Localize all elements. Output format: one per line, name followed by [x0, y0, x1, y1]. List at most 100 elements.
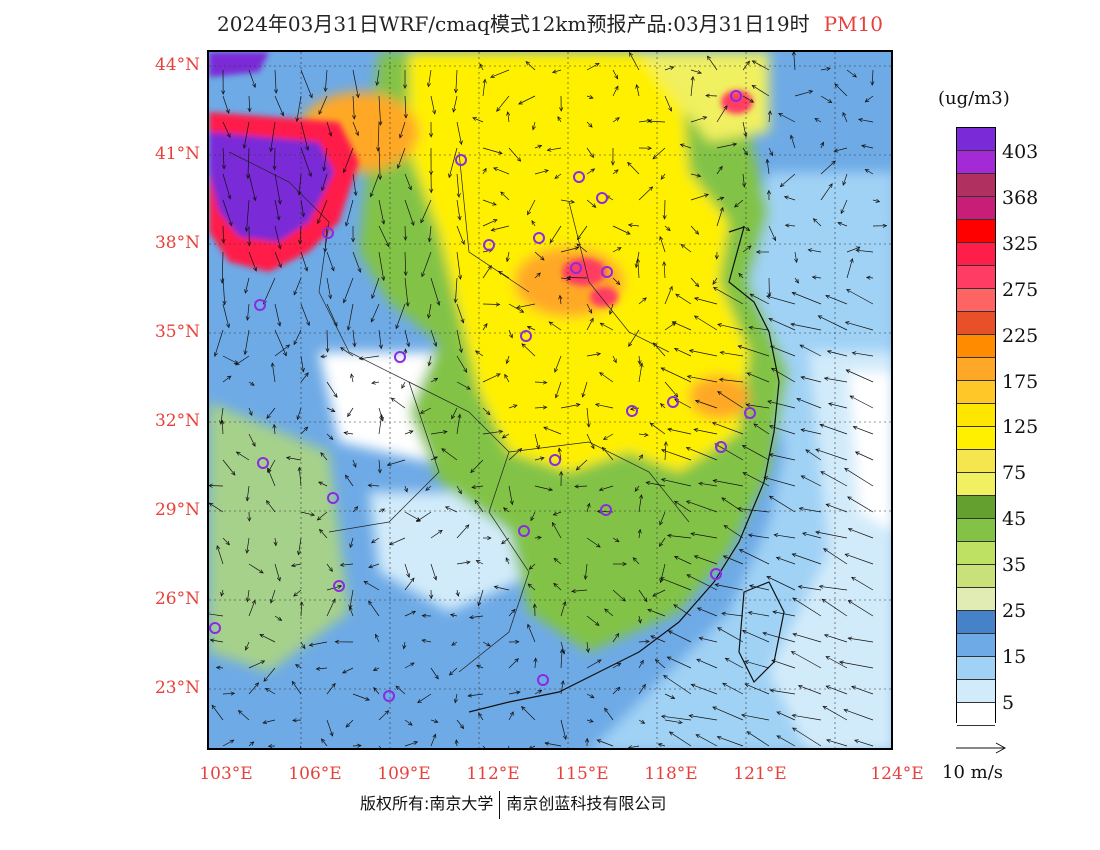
wind-vector	[482, 303, 500, 305]
wind-vector	[659, 511, 666, 526]
wind-vector	[221, 420, 224, 435]
station-marker	[257, 457, 269, 469]
station-marker	[537, 674, 549, 686]
wind-vector-head	[738, 549, 744, 553]
wind-vector	[734, 199, 744, 208]
wind-vector	[300, 303, 310, 326]
wind-vector	[291, 563, 302, 567]
wind-vector	[456, 381, 471, 390]
wind-vector-head	[297, 466, 302, 472]
wind-vector	[647, 609, 666, 617]
wind-vector	[861, 145, 874, 149]
wind-vector	[504, 374, 510, 383]
wind-vector-head	[718, 165, 723, 171]
wind-vector	[404, 225, 406, 241]
wind-vector-head	[242, 144, 247, 149]
wind-vector-head	[531, 220, 536, 225]
wind-vector	[768, 147, 774, 156]
wind-vector	[629, 52, 640, 71]
wind-vector	[274, 173, 281, 204]
yellow-region-ne	[639, 52, 769, 142]
wind-vector	[352, 329, 356, 347]
wind-vector-head	[794, 279, 799, 284]
wind-vector	[746, 404, 770, 409]
wind-vector	[534, 433, 540, 450]
wind-vector	[378, 251, 385, 281]
ocean-clean	[849, 372, 891, 530]
wind-vector	[720, 351, 744, 357]
wind-vector	[456, 589, 459, 597]
wind-vector	[694, 315, 718, 331]
wind-vector-head	[673, 556, 679, 560]
wind-vector	[744, 660, 770, 669]
wind-vector	[404, 251, 407, 276]
wind-vector-head	[526, 326, 532, 330]
wind-vector	[712, 422, 744, 435]
wind-vector-head	[379, 413, 384, 419]
wind-vector-head	[493, 167, 498, 172]
wind-vector	[479, 63, 484, 71]
wind-vector-head	[482, 167, 487, 173]
wind-vector	[753, 423, 770, 435]
wind-vector-head	[721, 497, 726, 502]
wind-vector	[274, 329, 287, 356]
wind-vector	[825, 295, 848, 305]
wind-vector-head	[634, 487, 639, 492]
wind-vector	[265, 688, 276, 695]
wind-vector-head	[244, 227, 249, 233]
wind-vector-head	[854, 451, 860, 456]
wind-vector-head	[514, 658, 519, 663]
wind-vector	[652, 589, 666, 597]
wind-vector	[326, 251, 335, 271]
wind-vector-head	[753, 423, 758, 428]
wind-vector-head	[234, 361, 240, 366]
station-marker	[601, 266, 613, 278]
wind-vector-head	[276, 576, 281, 582]
wind-vector-head	[375, 633, 379, 639]
wind-vector	[291, 681, 302, 695]
wind-vector	[430, 667, 439, 680]
wind-vector	[638, 433, 649, 436]
wind-vector	[350, 374, 354, 383]
wind-vector	[404, 173, 412, 190]
wind-vector-head	[265, 687, 270, 692]
wind-vector	[638, 297, 647, 305]
wind-vector	[827, 350, 848, 357]
wind-vector	[248, 69, 256, 88]
wind-vector-head	[663, 441, 668, 446]
wind-vector-head	[262, 720, 268, 725]
station-marker	[570, 262, 582, 274]
color-bar-swatch	[957, 335, 995, 358]
wind-vector-head	[712, 286, 718, 291]
wind-vector-head	[604, 608, 609, 613]
wind-vector-head	[660, 478, 666, 483]
wind-vector	[586, 433, 595, 449]
wind-vector	[340, 347, 354, 357]
wind-vector-head	[854, 739, 859, 744]
wind-vector	[378, 508, 385, 513]
wind-vector-head	[823, 633, 829, 638]
legend-label: 325	[1002, 233, 1039, 255]
wind-vector	[586, 62, 600, 71]
wind-vector	[851, 686, 874, 695]
wind-vector	[768, 110, 771, 123]
wind-vector-head	[248, 411, 253, 417]
wind-vector	[815, 449, 848, 461]
wind-vector-head	[498, 270, 503, 275]
wind-vector-head	[516, 305, 521, 310]
wind-vector-head	[408, 430, 414, 435]
wind-vector-head	[463, 368, 468, 373]
wind-vector-head	[426, 82, 431, 88]
color-bar-swatch	[957, 519, 995, 542]
wind-vector	[371, 381, 380, 384]
wind-vector	[395, 303, 406, 329]
wind-vector	[661, 449, 692, 461]
wind-vector-head	[805, 449, 810, 454]
wind-vector	[796, 398, 822, 409]
wind-vector	[752, 85, 770, 97]
wind-vector	[844, 468, 874, 487]
wind-vector-head	[807, 248, 813, 253]
wind-vector	[516, 303, 536, 309]
wind-vector	[638, 660, 644, 669]
wind-vector	[373, 667, 380, 671]
